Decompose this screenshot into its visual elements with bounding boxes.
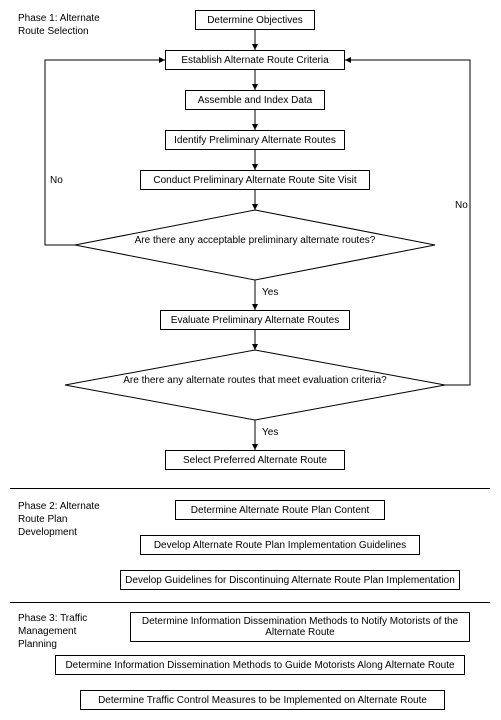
box-traffic-control: Determine Traffic Control Measures to be…: [80, 690, 445, 710]
phase3-label: Phase 3: TrafficManagementPlanning: [18, 612, 128, 651]
box-notify-motorists: Determine Information Dissemination Meth…: [130, 612, 470, 642]
phase2-label: Phase 2: AlternateRoute PlanDevelopment: [18, 500, 128, 539]
box-guide-motorists: Determine Information Dissemination Meth…: [55, 655, 465, 675]
box-establish-criteria: Establish Alternate Route Criteria: [165, 50, 345, 70]
box-evaluate-routes: Evaluate Preliminary Alternate Routes: [160, 310, 350, 330]
box-identify-routes: Identify Preliminary Alternate Routes: [165, 130, 345, 150]
box-determine-objectives: Determine Objectives: [195, 10, 315, 30]
box-discontinue-guidelines: Develop Guidelines for Discontinuing Alt…: [120, 570, 460, 590]
decision-acceptable-routes: Are there any acceptable preliminary alt…: [110, 235, 400, 246]
phase-divider-2: [10, 602, 490, 603]
box-implementation-guidelines: Develop Alternate Route Plan Implementat…: [140, 535, 420, 555]
phase-divider-1: [10, 488, 490, 489]
edge-label-yes2: Yes: [262, 427, 278, 438]
box-assemble-data: Assemble and Index Data: [185, 90, 325, 110]
decision-meet-criteria: Are there any alternate routes that meet…: [100, 375, 410, 386]
box-plan-content: Determine Alternate Route Plan Content: [175, 500, 385, 520]
box-select-route: Select Preferred Alternate Route: [165, 450, 345, 470]
box-site-visit: Conduct Preliminary Alternate Route Site…: [140, 170, 370, 190]
edge-label-no2: No: [455, 200, 468, 211]
edge-label-yes1: Yes: [262, 287, 278, 298]
phase1-label: Phase 1: AlternateRoute Selection: [18, 12, 128, 38]
edge-label-no1: No: [50, 175, 63, 186]
